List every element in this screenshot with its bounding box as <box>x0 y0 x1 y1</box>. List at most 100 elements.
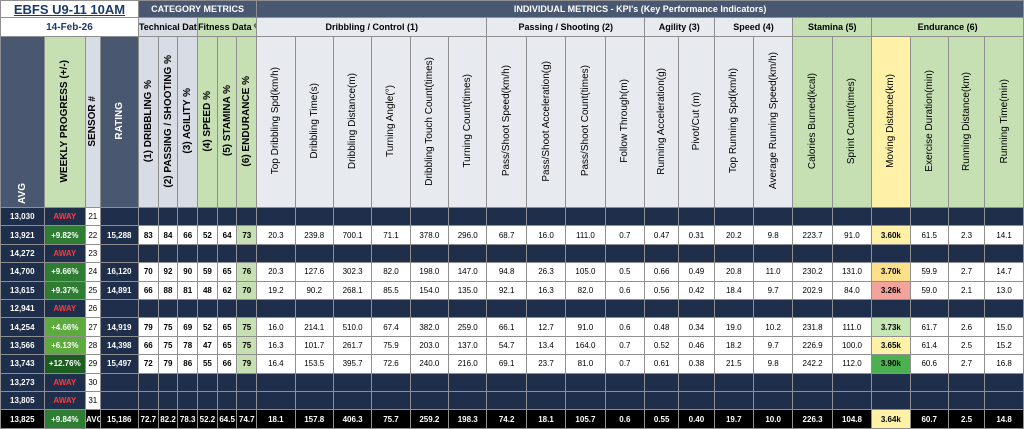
metric-value-cell: 0.7 <box>604 335 646 356</box>
category-value-cell <box>137 372 159 392</box>
metric-value-cell <box>409 243 450 264</box>
metric-value-cell: 302.3 <box>332 262 373 282</box>
metric-value-cell <box>947 390 986 411</box>
category-value-cell <box>236 372 258 392</box>
category-value-cell: 64.5 <box>216 409 238 429</box>
progress-cell: +9.84% <box>43 409 87 429</box>
metric-value-cell <box>332 243 373 264</box>
category-value-cell: 52 <box>197 317 218 337</box>
metric-value-cell: 382.0 <box>409 317 450 337</box>
metric-value-cell <box>604 390 646 411</box>
metric-header-6: Turning Count(times) <box>448 36 488 208</box>
metric-value-cell <box>604 298 646 319</box>
metric-value-cell <box>371 206 411 227</box>
progress-cell: +9.82% <box>43 225 87 245</box>
category-value-cell <box>197 372 218 392</box>
metric-value-cell <box>644 206 680 227</box>
metric-value-cell <box>486 206 527 227</box>
category-value-cell: 59 <box>197 262 218 282</box>
sensor-cell: 22 <box>85 225 101 245</box>
metric-value-cell: 226.3 <box>792 409 833 429</box>
category-value-cell <box>197 243 218 264</box>
metric-value-cell <box>565 243 606 264</box>
sensor-cell: 29 <box>85 354 101 374</box>
average-row: 13,825+9.84%AVG-15,18672.782.278.352.264… <box>0 409 1024 429</box>
metric-value-cell <box>947 372 986 392</box>
metric-value-cell: 16.3 <box>256 335 296 356</box>
category-value-cell: 70 <box>137 262 159 282</box>
metric-value-cell: 61.7 <box>909 317 949 337</box>
metric-header-15: Calories Burned(kcal) <box>792 36 833 208</box>
category-value-cell <box>157 372 179 392</box>
metric-value-cell: 0.5 <box>604 262 646 282</box>
avg-cell: 12,941 <box>0 298 45 319</box>
metric-value-cell: 3.26k <box>871 280 911 300</box>
category-header-6: (6) ENDURANCE % <box>236 36 258 208</box>
table-row: 13,921 +9.82% 22 15,288 83 84 66 52 64 73 20.3 239.… <box>0 225 1024 245</box>
report-date: 14-Feb-26 <box>0 17 139 37</box>
metric-value-cell: 59.9 <box>909 262 949 282</box>
category-value-cell <box>197 298 218 319</box>
metric-value-cell: 105.7 <box>565 409 606 429</box>
metric-value-cell <box>871 206 911 227</box>
category-value-cell: 84 <box>157 225 179 245</box>
metric-value-cell <box>713 298 754 319</box>
progress-cell: AWAY <box>43 206 87 227</box>
avg-cell: 14,272 <box>0 243 45 264</box>
metric-header-18: Exercise Duration(min) <box>909 36 949 208</box>
rating-cell <box>99 206 139 227</box>
category-value-cell <box>216 206 238 227</box>
metric-value-cell: 18.4 <box>713 280 754 300</box>
metric-value-cell: 75.9 <box>371 335 411 356</box>
metric-value-cell <box>871 243 911 264</box>
category-value-cell: 48 <box>197 280 218 300</box>
category-value-cell: 74.7 <box>236 409 258 429</box>
metric-value-cell: 75.7 <box>371 409 411 429</box>
group-agility: Agility (3) <box>644 17 715 37</box>
category-value-cell: 88 <box>157 280 179 300</box>
metric-value-cell: 91.0 <box>831 225 873 245</box>
metric-value-cell: 3.70k <box>871 262 911 282</box>
rating-cell: 14,891 <box>99 280 139 300</box>
metric-value-cell: 85.5 <box>371 280 411 300</box>
metric-value-cell: 231.8 <box>792 317 833 337</box>
metric-value-cell <box>525 206 567 227</box>
category-header-5: (5) STAMINA % <box>216 36 238 208</box>
metric-header-17: Moving Distance(km) <box>871 36 911 208</box>
metric-value-cell <box>332 390 373 411</box>
category-header-2: (2) PASSING / SHOOTING % <box>157 36 179 208</box>
metric-value-cell <box>448 206 488 227</box>
sensor-cell: 30 <box>85 372 101 392</box>
technical-data-label: Technical Data % <box>137 17 199 37</box>
metric-value-cell <box>984 206 1024 227</box>
category-value-cell: 76 <box>236 262 258 282</box>
metric-header-8: Pass/Shoot Acceleration(g) <box>525 36 567 208</box>
metric-value-cell: 61.4 <box>909 335 949 356</box>
metric-value-cell <box>448 298 488 319</box>
metric-value-cell <box>792 243 833 264</box>
metric-value-cell: 2.1 <box>947 280 986 300</box>
category-value-cell: 47 <box>197 335 218 356</box>
metric-value-cell <box>448 372 488 392</box>
group-dribbling: Dribbling / Control (1) <box>256 17 488 37</box>
metric-value-cell: 239.8 <box>294 225 334 245</box>
metric-value-cell <box>947 243 986 264</box>
progress-cell: +6.13% <box>43 335 87 356</box>
metric-value-cell <box>332 206 373 227</box>
metric-value-cell <box>256 206 296 227</box>
metric-value-cell <box>947 206 986 227</box>
category-value-cell <box>197 390 218 411</box>
metric-value-cell: 16.4 <box>256 354 296 374</box>
metric-value-cell: 112.0 <box>831 354 873 374</box>
metric-value-cell: 60.6 <box>909 354 949 374</box>
metric-value-cell: 84.0 <box>831 280 873 300</box>
metric-value-cell: 230.2 <box>792 262 833 282</box>
metric-value-cell: 13.4 <box>525 335 567 356</box>
metric-value-cell: 223.7 <box>792 225 833 245</box>
metric-value-cell: 111.0 <box>831 317 873 337</box>
metric-value-cell <box>752 206 794 227</box>
metric-value-cell: 9.8 <box>752 225 794 245</box>
rating-cell <box>99 243 139 264</box>
metric-value-cell <box>909 372 949 392</box>
sensor-cell: 27 <box>85 317 101 337</box>
